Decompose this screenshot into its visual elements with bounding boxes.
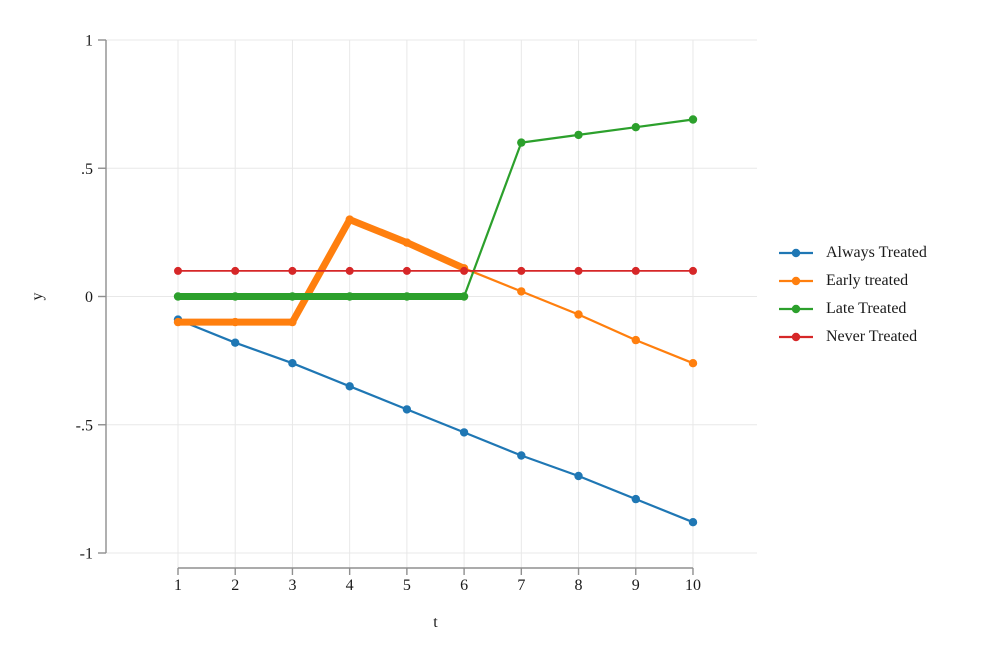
data-point-early-treated [688,359,698,368]
data-point-late-treated [517,138,526,147]
legend-label: Late Treated [826,300,907,317]
data-point-early-treated [574,310,583,319]
data-point-early-treated [345,215,354,224]
data-point-late-treated [231,292,240,301]
y-tick-label: -1 [80,546,93,563]
data-point-never-treated [345,266,354,275]
x-tick-label: 9 [632,577,640,594]
y-tick-label: 0 [85,289,93,306]
data-point-never-treated [631,266,640,275]
data-point-early-treated [288,317,297,327]
data-point-late-treated [631,123,640,132]
data-point-early-treated [402,238,412,247]
x-tick-label: 10 [685,577,701,594]
data-point-early-treated [173,317,183,327]
x-tick-label: 7 [517,577,525,594]
data-point-never-treated [574,266,583,275]
legend-label: Always Treated [826,244,927,261]
data-point-late-treated [288,292,297,301]
legend-item: Late Treated [779,295,927,323]
x-tick-label: 6 [460,577,468,594]
data-point-always-treated [231,338,240,347]
legend-key-marker [791,276,801,286]
legend-item: Never Treated [779,323,927,351]
series-line-always-treated [176,318,695,524]
legend: Always Treated Early treated Late Treated N… [779,239,927,351]
x-tick-label: 3 [288,577,296,594]
data-point-never-treated [402,266,411,275]
data-point-always-treated [517,451,526,460]
data-point-late-treated [688,115,698,124]
series-line-early-treated [176,218,695,365]
x-axis-title: t [433,614,438,631]
data-point-never-treated [517,266,526,275]
data-point-always-treated [345,382,354,391]
data-point-always-treated [574,471,583,481]
y-tick-label: .5 [81,161,93,178]
data-point-never-treated [460,266,469,275]
legend-item: Always Treated [779,239,927,267]
y-tick-label: 1 [85,33,93,50]
data-point-late-treated [345,292,354,301]
legend-key [779,332,813,342]
data-point-early-treated [517,287,526,296]
data-point-late-treated [173,292,183,301]
legend-key [779,276,813,286]
data-point-always-treated [288,359,297,368]
y-axis-title: y [29,293,46,301]
legend-label: Never Treated [826,328,918,345]
data-point-always-treated [631,494,640,504]
x-tick-label: 8 [575,577,583,594]
data-point-early-treated [631,335,640,345]
legend-item: Early treated [779,267,927,295]
data-point-late-treated [574,130,583,140]
legend-label: Early treated [826,272,909,289]
x-tick-label: 4 [346,577,354,594]
x-tick-label: 5 [403,577,411,594]
legend-key [779,248,813,258]
data-point-always-treated [459,428,469,437]
x-tick-label: 2 [231,577,239,594]
legend-key-marker [791,248,801,258]
data-point-never-treated [231,266,240,275]
legend-key [779,304,813,314]
series-line-late-treated [176,118,695,298]
data-point-late-treated [402,292,412,301]
legend-key-marker [791,332,801,342]
y-tick-label: -.5 [76,417,93,434]
x-tick-label: 1 [174,577,182,594]
data-point-always-treated [402,405,412,414]
data-point-never-treated [288,266,297,275]
data-point-never-treated [689,266,697,275]
data-point-late-treated [459,292,469,301]
legend-key-marker [791,304,801,314]
data-point-always-treated [688,518,698,527]
data-point-early-treated [231,317,240,327]
data-point-never-treated [174,266,182,275]
